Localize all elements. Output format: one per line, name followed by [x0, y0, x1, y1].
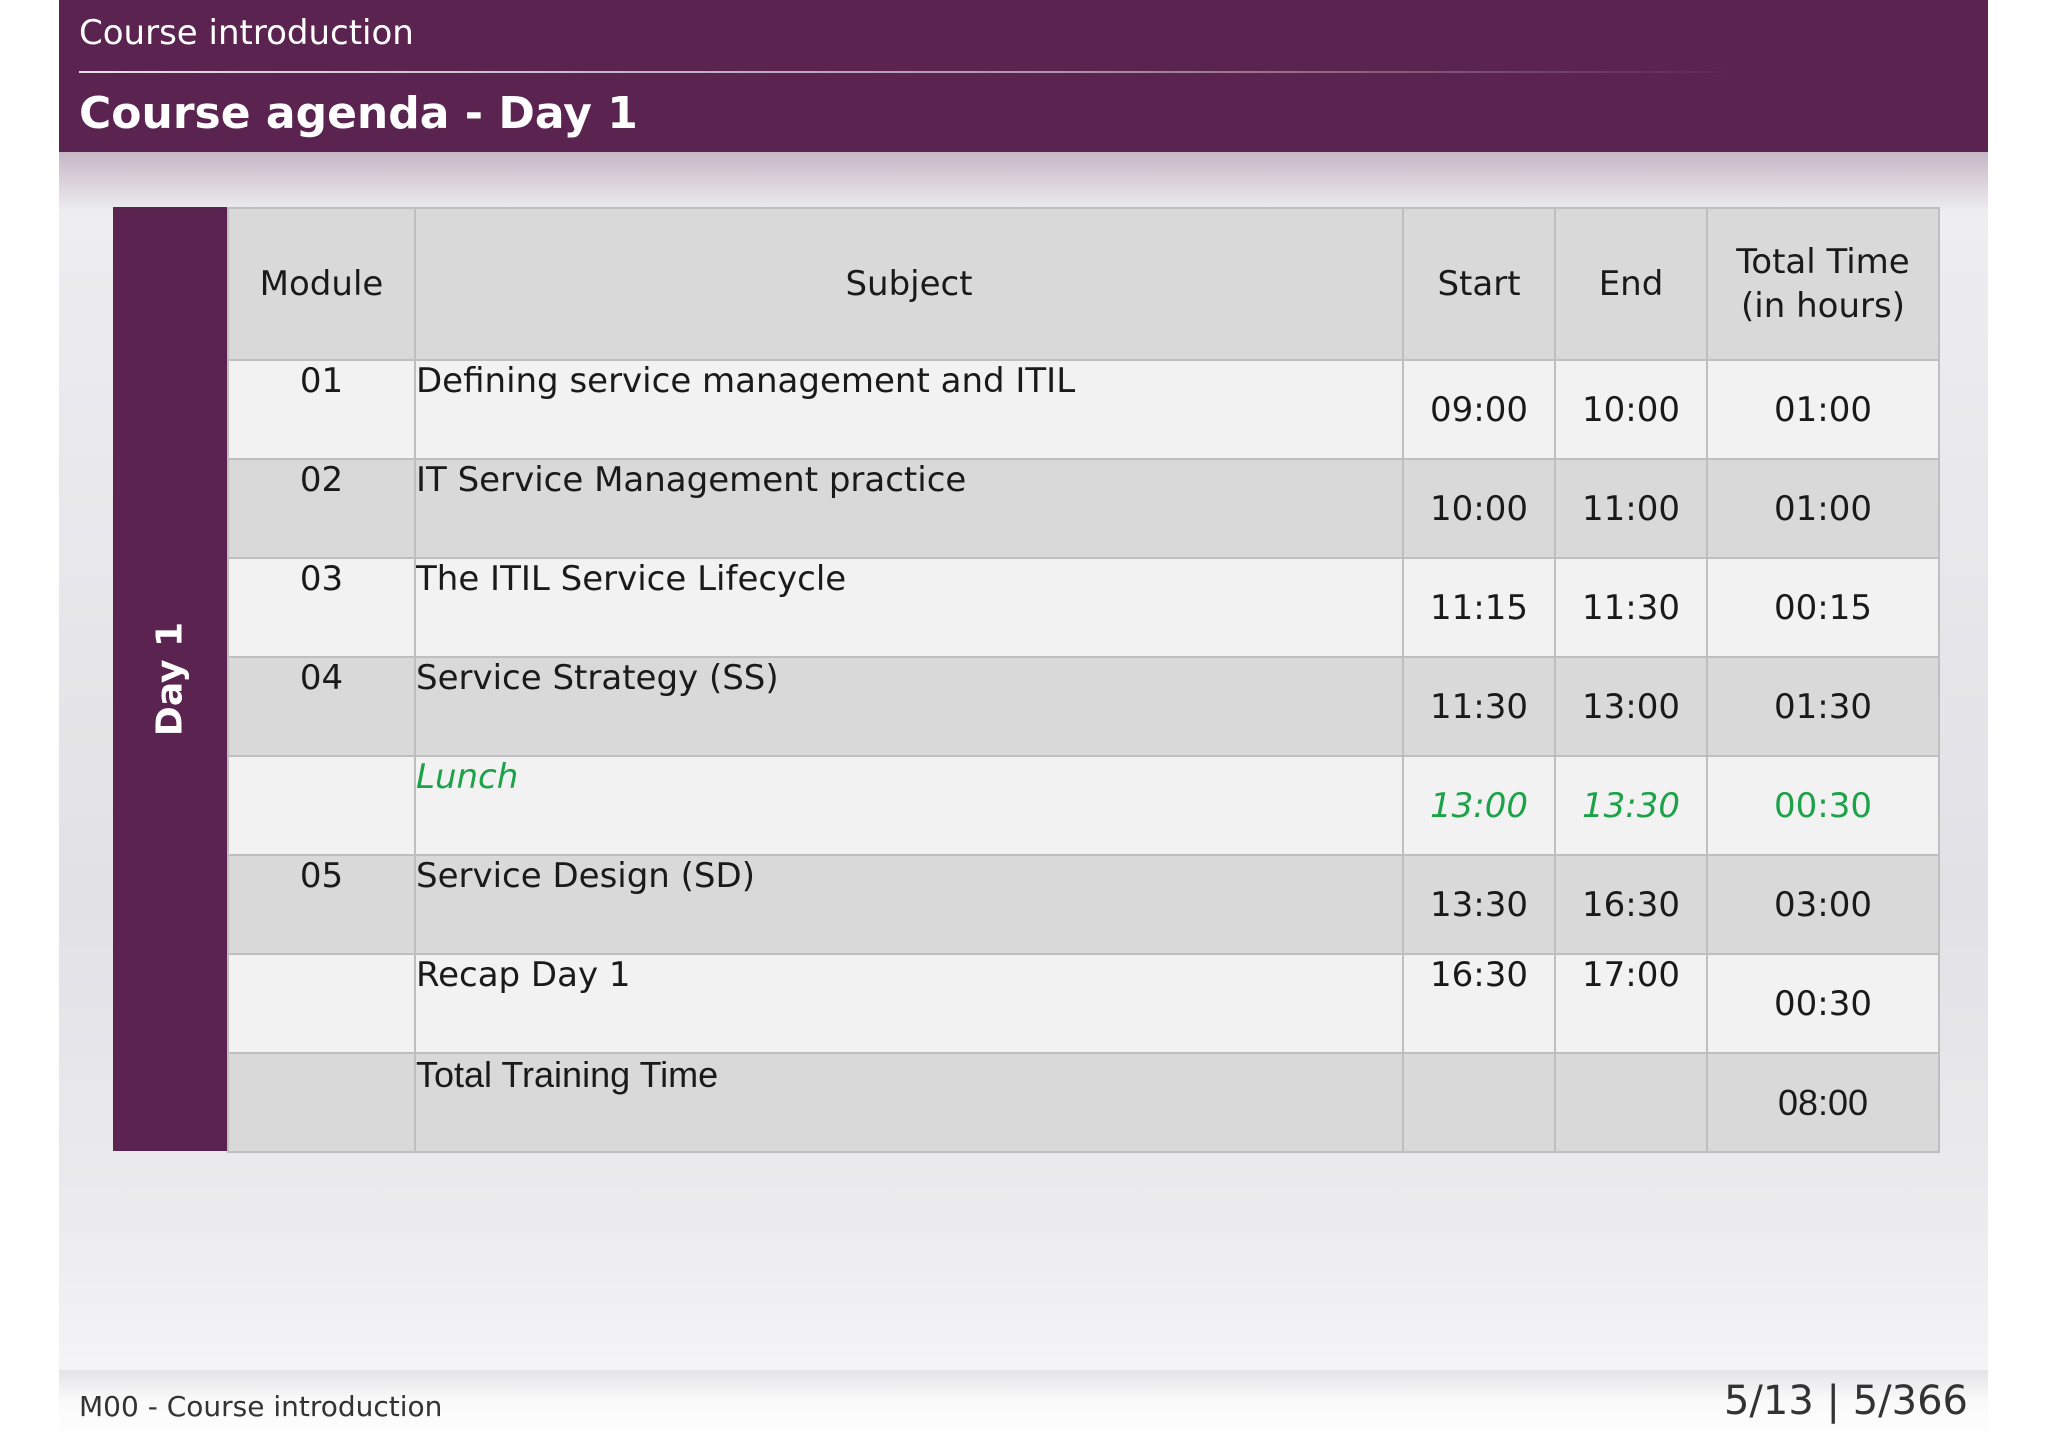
- module-cell: 04: [227, 656, 416, 757]
- start-cell: 16:30: [1402, 953, 1556, 1054]
- total-training-time: 08:00: [1706, 1052, 1940, 1153]
- subject-cell: Service Strategy (SS): [414, 656, 1404, 757]
- module-cell: 03: [227, 557, 416, 658]
- subject-cell: Lunch: [414, 755, 1404, 856]
- start-cell: 13:00: [1402, 755, 1556, 856]
- start-cell: 10:00: [1402, 458, 1556, 559]
- end-cell: 17:00: [1554, 953, 1708, 1054]
- start-cell: 11:15: [1402, 557, 1556, 658]
- end-cell: 10:00: [1554, 359, 1708, 460]
- table-row: Recap Day 1 16:30 17:00 00:30: [227, 953, 1940, 1054]
- module-cell: [227, 755, 416, 856]
- total-cell: 01:00: [1706, 458, 1940, 559]
- module-cell: [227, 953, 416, 1054]
- end-cell: 11:00: [1554, 458, 1708, 559]
- start-cell: 13:30: [1402, 854, 1556, 955]
- total-cell: 00:15: [1706, 557, 1940, 658]
- subject-cell: Recap Day 1: [414, 953, 1404, 1054]
- day-label: Day 1: [149, 621, 191, 737]
- header-module: Module: [227, 207, 416, 361]
- header-start: Start: [1402, 207, 1556, 361]
- module-cell: 02: [227, 458, 416, 559]
- end-cell: 13:00: [1554, 656, 1708, 757]
- subject-cell: IT Service Management practice: [414, 458, 1404, 559]
- header-total-time: Total Time (in hours): [1706, 207, 1940, 361]
- end-cell: 13:30: [1554, 755, 1708, 856]
- header-total-line1: Total Time: [1736, 242, 1910, 282]
- table-row: 03 The ITIL Service Lifecycle 11:15 11:3…: [227, 557, 1940, 658]
- table-row: 01 Defining service management and ITIL …: [227, 359, 1940, 460]
- total-cell: 00:30: [1706, 755, 1940, 856]
- table-row-total: Total Training Time 08:00: [227, 1052, 1940, 1153]
- header-end: End: [1554, 207, 1708, 361]
- slide: Course introduction Course agenda - Day …: [59, 0, 1988, 1448]
- agenda-table: Module Subject Start End Total Time (in h…: [227, 207, 1940, 1153]
- page-title: Course agenda - Day 1: [79, 88, 638, 139]
- header-subject: Subject: [414, 207, 1404, 361]
- start-cell: [1402, 1052, 1556, 1153]
- subject-cell: Defining service management and ITIL: [414, 359, 1404, 460]
- subject-cell: The ITIL Service Lifecycle: [414, 557, 1404, 658]
- total-label-cell: Total Training Time: [414, 1052, 1404, 1153]
- module-cell: [227, 1052, 416, 1153]
- header-divider: [79, 71, 1739, 73]
- section-title: Course introduction: [79, 13, 414, 53]
- table-row-lunch: Lunch 13:00 13:30 00:30: [227, 755, 1940, 856]
- header-total-line2: (in hours): [1741, 286, 1905, 326]
- end-cell: 11:30: [1554, 557, 1708, 658]
- total-cell: 01:30: [1706, 656, 1940, 757]
- end-cell: 16:30: [1554, 854, 1708, 955]
- slide-header: Course introduction Course agenda - Day …: [59, 0, 1988, 212]
- total-cell: 00:30: [1706, 953, 1940, 1054]
- day-band: Day 1: [113, 207, 227, 1151]
- start-cell: 09:00: [1402, 359, 1556, 460]
- module-cell: 05: [227, 854, 416, 955]
- page-counter: 5/13 | 5/366: [1723, 1378, 1968, 1424]
- table-row: 02 IT Service Management practice 10:00 …: [227, 458, 1940, 559]
- start-cell: 11:30: [1402, 656, 1556, 757]
- footer-module-label: M00 - Course introduction: [79, 1390, 443, 1423]
- subject-cell: Service Design (SD): [414, 854, 1404, 955]
- total-cell: 03:00: [1706, 854, 1940, 955]
- table-header-row: Module Subject Start End Total Time (in h…: [227, 207, 1940, 361]
- module-cell: 01: [227, 359, 416, 460]
- table-row: 04 Service Strategy (SS) 11:30 13:00 01:…: [227, 656, 1940, 757]
- total-cell: 01:00: [1706, 359, 1940, 460]
- end-cell: [1554, 1052, 1708, 1153]
- table-row: 05 Service Design (SD) 13:30 16:30 03:00: [227, 854, 1940, 955]
- slide-footer: M00 - Course introduction 5/13 | 5/366: [59, 1370, 1988, 1448]
